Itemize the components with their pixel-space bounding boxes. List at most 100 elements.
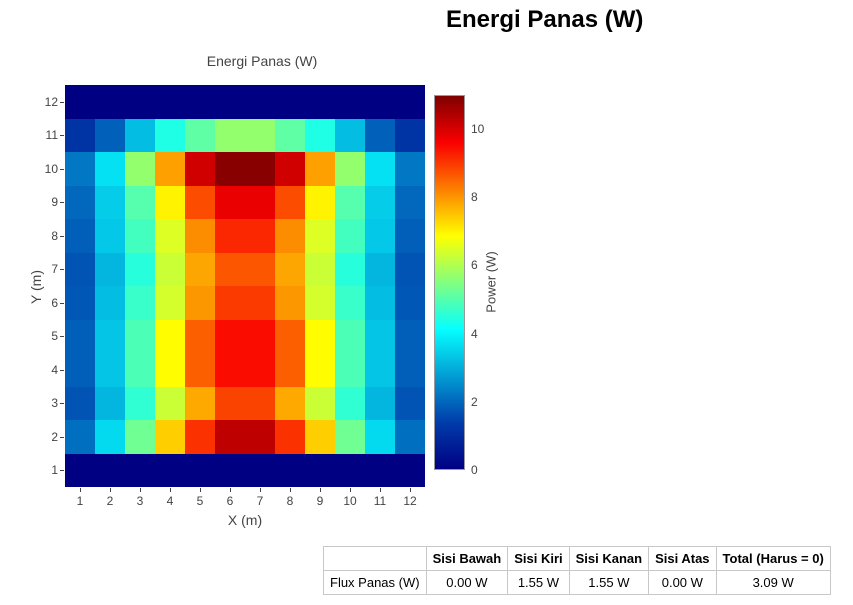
heatmap-cell[interactable] bbox=[395, 152, 425, 186]
heatmap-cell[interactable] bbox=[395, 252, 425, 286]
heatmap-cell[interactable] bbox=[305, 420, 335, 454]
heatmap-cell[interactable] bbox=[185, 118, 215, 152]
heatmap-cell[interactable] bbox=[185, 286, 215, 320]
heatmap-cell[interactable] bbox=[155, 219, 185, 253]
heatmap-cell[interactable] bbox=[95, 85, 125, 119]
heatmap-cell[interactable] bbox=[95, 353, 125, 387]
heatmap-cell[interactable] bbox=[305, 286, 335, 320]
heatmap-cell[interactable] bbox=[65, 386, 95, 420]
heatmap-cell[interactable] bbox=[155, 252, 185, 286]
heatmap-cell[interactable] bbox=[245, 219, 275, 253]
heatmap-cell[interactable] bbox=[125, 185, 155, 219]
heatmap-cell[interactable] bbox=[65, 252, 95, 286]
heatmap-cell[interactable] bbox=[215, 386, 245, 420]
heatmap-cell[interactable] bbox=[95, 252, 125, 286]
heatmap-cell[interactable] bbox=[395, 420, 425, 454]
heatmap-cell[interactable] bbox=[155, 386, 185, 420]
heatmap-cell[interactable] bbox=[65, 420, 95, 454]
heatmap-cell[interactable] bbox=[335, 185, 365, 219]
heatmap-cell[interactable] bbox=[65, 118, 95, 152]
heatmap-cell[interactable] bbox=[305, 219, 335, 253]
heatmap-cell[interactable] bbox=[185, 453, 215, 487]
heatmap-cell[interactable] bbox=[185, 386, 215, 420]
heatmap-cell[interactable] bbox=[335, 353, 365, 387]
heatmap-cell[interactable] bbox=[305, 453, 335, 487]
heatmap-cell[interactable] bbox=[65, 319, 95, 353]
heatmap-cell[interactable] bbox=[185, 185, 215, 219]
heatmap-cell[interactable] bbox=[275, 319, 305, 353]
heatmap-cell[interactable] bbox=[245, 353, 275, 387]
heatmap-cell[interactable] bbox=[275, 420, 305, 454]
heatmap-cell[interactable] bbox=[275, 85, 305, 119]
heatmap-cell[interactable] bbox=[275, 185, 305, 219]
heatmap-cell[interactable] bbox=[155, 353, 185, 387]
heatmap-cell[interactable] bbox=[305, 85, 335, 119]
heatmap-cell[interactable] bbox=[395, 453, 425, 487]
heatmap-cell[interactable] bbox=[365, 118, 395, 152]
heatmap-cell[interactable] bbox=[155, 453, 185, 487]
heatmap-cell[interactable] bbox=[95, 386, 125, 420]
heatmap-cell[interactable] bbox=[155, 152, 185, 186]
heatmap-cell[interactable] bbox=[185, 353, 215, 387]
heatmap-cell[interactable] bbox=[65, 219, 95, 253]
heatmap-cell[interactable] bbox=[365, 453, 395, 487]
heatmap-cell[interactable] bbox=[65, 353, 95, 387]
heatmap-cell[interactable] bbox=[245, 152, 275, 186]
heatmap-cell[interactable] bbox=[215, 85, 245, 119]
heatmap-cell[interactable] bbox=[215, 286, 245, 320]
heatmap-cell[interactable] bbox=[65, 152, 95, 186]
heatmap-cell[interactable] bbox=[305, 319, 335, 353]
heatmap-cell[interactable] bbox=[245, 252, 275, 286]
heatmap-cell[interactable] bbox=[245, 286, 275, 320]
heatmap-cell[interactable] bbox=[365, 185, 395, 219]
heatmap-cell[interactable] bbox=[125, 219, 155, 253]
heatmap-cell[interactable] bbox=[215, 420, 245, 454]
heatmap-cell[interactable] bbox=[365, 252, 395, 286]
heatmap-cell[interactable] bbox=[335, 252, 365, 286]
heatmap-cell[interactable] bbox=[215, 319, 245, 353]
heatmap-cell[interactable] bbox=[65, 453, 95, 487]
heatmap-cell[interactable] bbox=[335, 420, 365, 454]
heatmap-cell[interactable] bbox=[95, 319, 125, 353]
heatmap-cell[interactable] bbox=[185, 319, 215, 353]
heatmap-cell[interactable] bbox=[95, 420, 125, 454]
heatmap-cell[interactable] bbox=[125, 453, 155, 487]
heatmap-cell[interactable] bbox=[365, 152, 395, 186]
heatmap-cell[interactable] bbox=[395, 386, 425, 420]
heatmap-cell[interactable] bbox=[305, 386, 335, 420]
heatmap-cell[interactable] bbox=[125, 420, 155, 454]
heatmap-cell[interactable] bbox=[275, 252, 305, 286]
heatmap-cell[interactable] bbox=[155, 185, 185, 219]
heatmap-cell[interactable] bbox=[245, 319, 275, 353]
heatmap-cell[interactable] bbox=[365, 85, 395, 119]
heatmap-cell[interactable] bbox=[125, 85, 155, 119]
heatmap-cell[interactable] bbox=[335, 453, 365, 487]
heatmap-cell[interactable] bbox=[215, 252, 245, 286]
heatmap-cell[interactable] bbox=[215, 185, 245, 219]
heatmap-cell[interactable] bbox=[155, 85, 185, 119]
heatmap-cell[interactable] bbox=[215, 118, 245, 152]
heatmap-cell[interactable] bbox=[65, 185, 95, 219]
heatmap-cell[interactable] bbox=[245, 420, 275, 454]
heatmap-cell[interactable] bbox=[365, 219, 395, 253]
heatmap-cell[interactable] bbox=[215, 453, 245, 487]
heatmap-cell[interactable] bbox=[185, 219, 215, 253]
heatmap-cell[interactable] bbox=[365, 319, 395, 353]
heatmap-cell[interactable] bbox=[65, 85, 95, 119]
heatmap-cell[interactable] bbox=[125, 152, 155, 186]
heatmap-cell[interactable] bbox=[335, 219, 365, 253]
heatmap-cell[interactable] bbox=[215, 353, 245, 387]
heatmap-cell[interactable] bbox=[395, 286, 425, 320]
heatmap-cell[interactable] bbox=[185, 85, 215, 119]
heatmap-cell[interactable] bbox=[245, 85, 275, 119]
heatmap-cell[interactable] bbox=[305, 353, 335, 387]
heatmap-cell[interactable] bbox=[125, 353, 155, 387]
heatmap-cell[interactable] bbox=[155, 118, 185, 152]
heatmap-cell[interactable] bbox=[305, 118, 335, 152]
heatmap-cell[interactable] bbox=[395, 118, 425, 152]
heatmap-cell[interactable] bbox=[335, 286, 365, 320]
heatmap-cell[interactable] bbox=[335, 118, 365, 152]
heatmap-cell[interactable] bbox=[365, 420, 395, 454]
heatmap-cell[interactable] bbox=[395, 185, 425, 219]
heatmap-cell[interactable] bbox=[185, 252, 215, 286]
